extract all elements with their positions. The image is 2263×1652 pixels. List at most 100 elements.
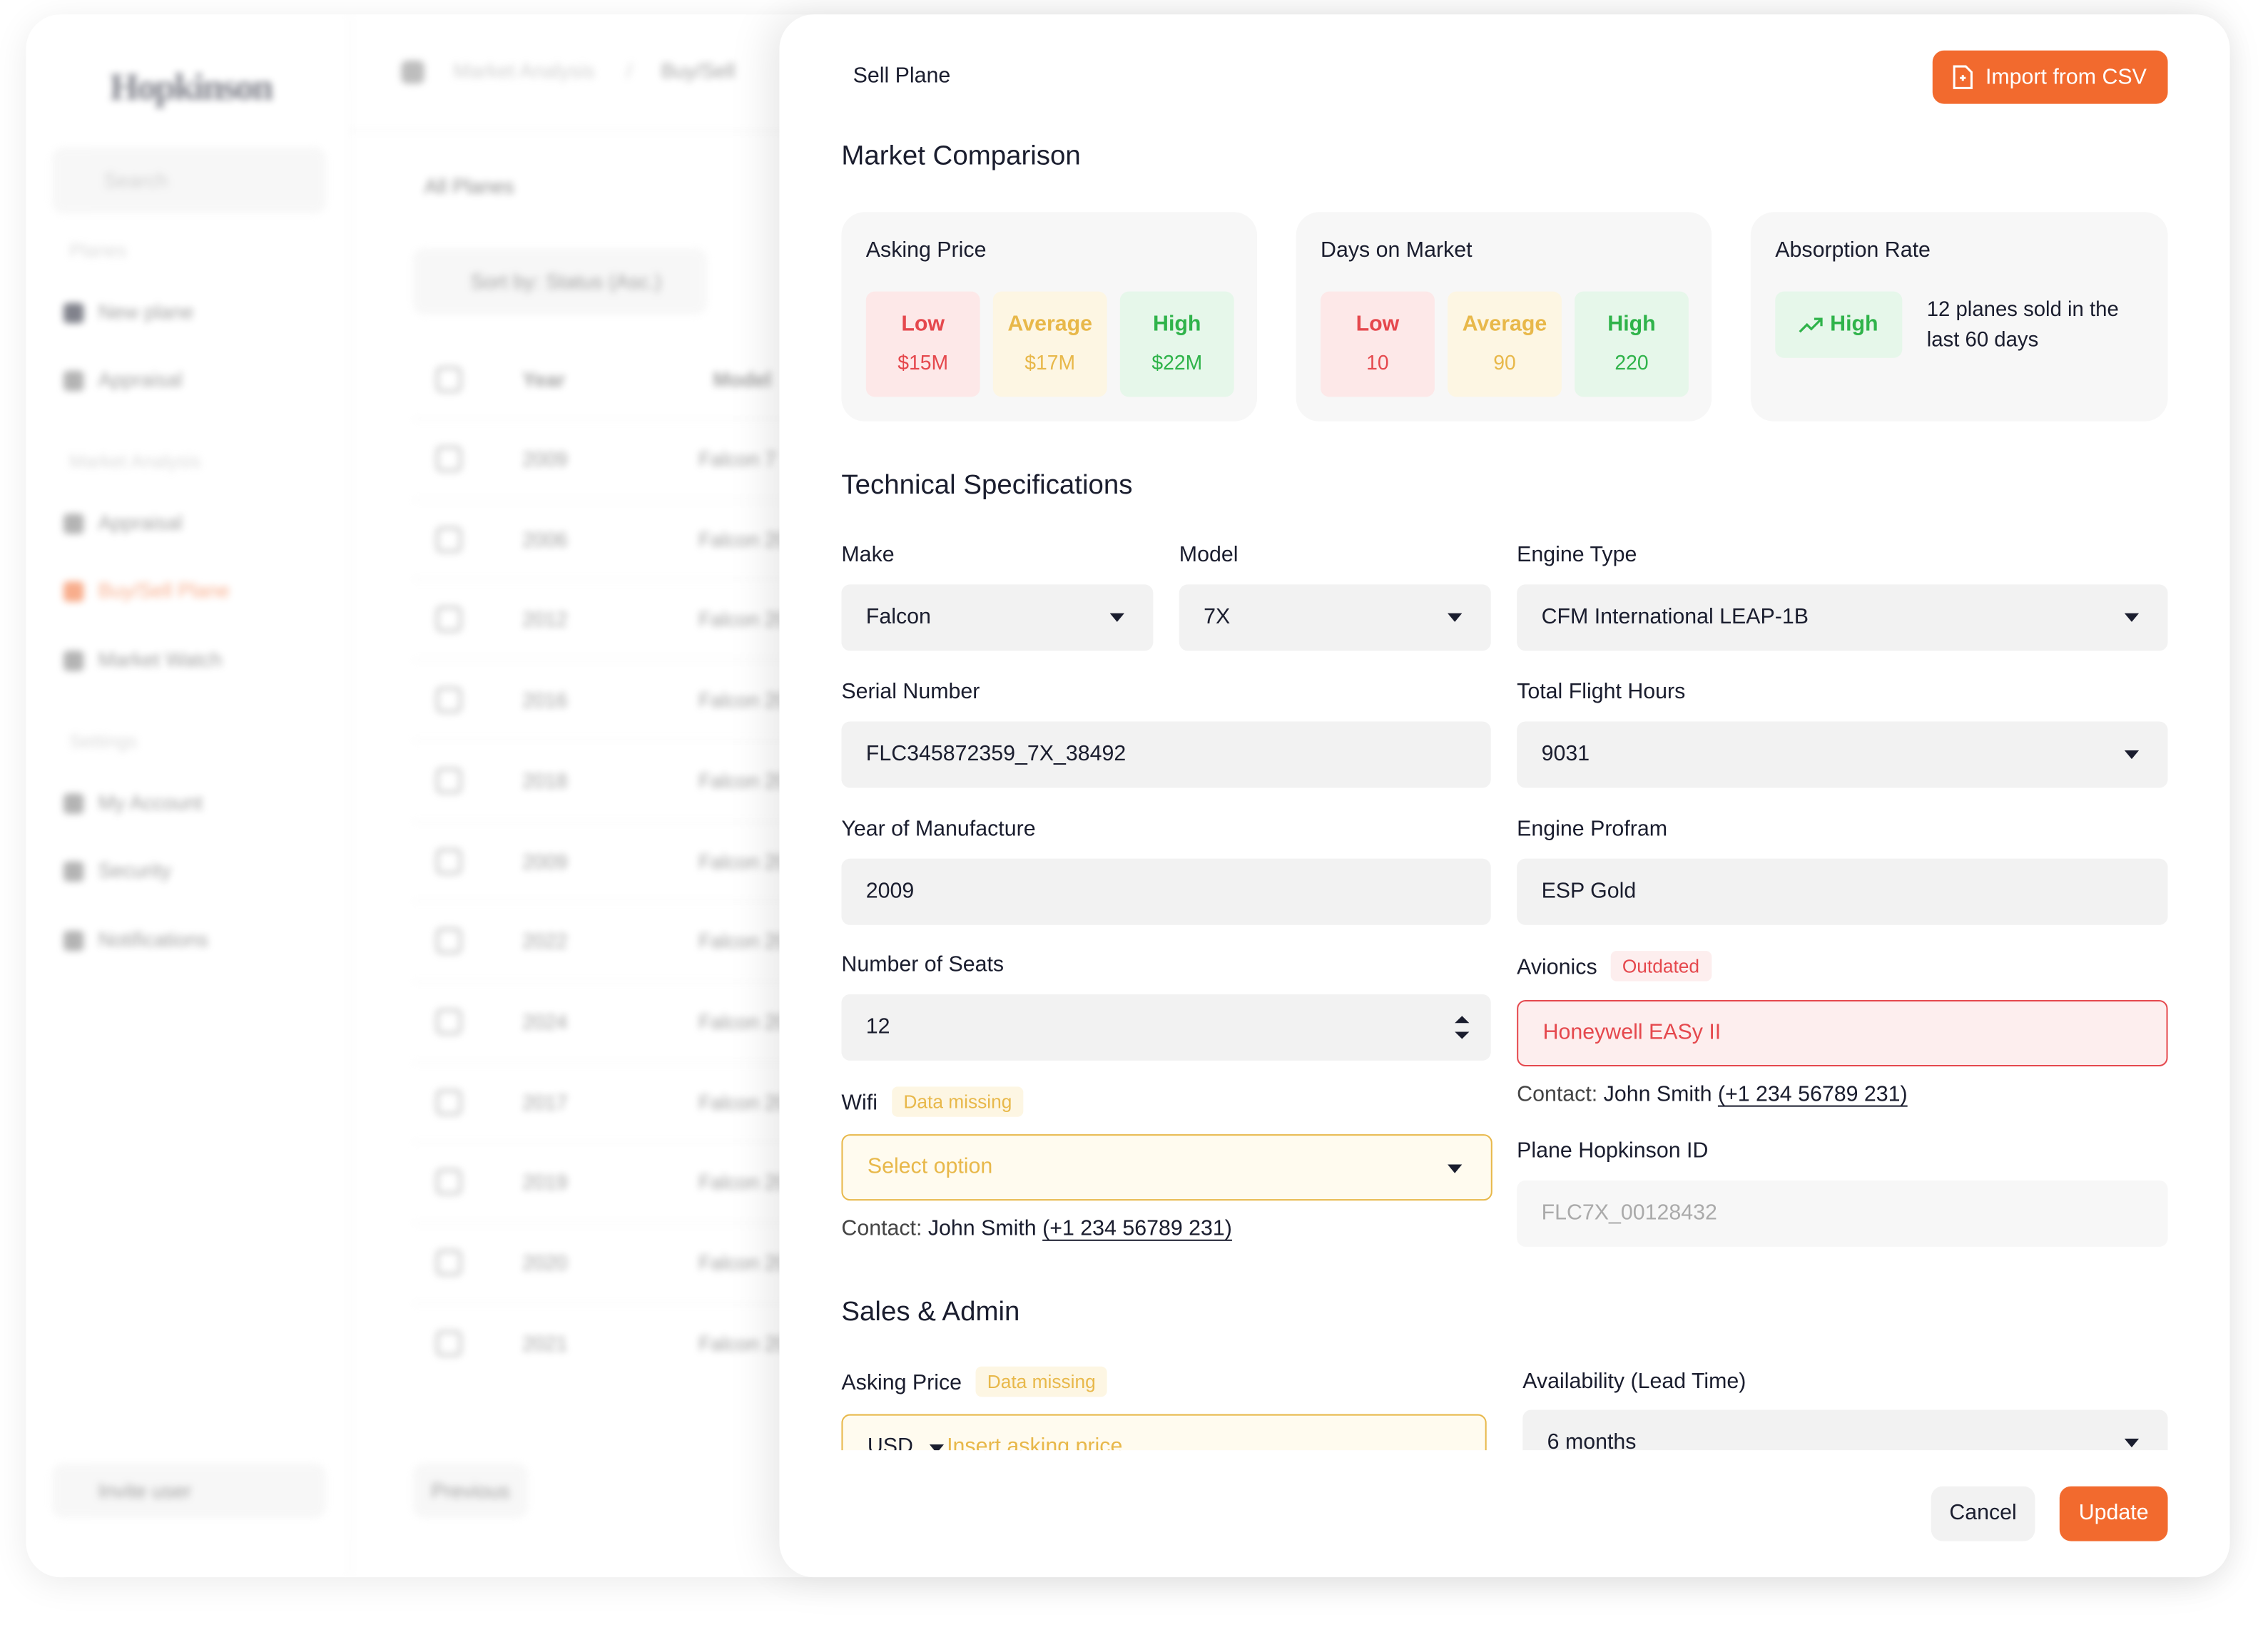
icon — [401, 60, 424, 84]
nav-item[interactable]: Appraisal — [98, 511, 183, 534]
field-label: Plane Hopkinson ID — [1517, 1138, 1709, 1163]
checkbox[interactable] — [435, 1088, 462, 1115]
contact-label: Contact: — [841, 1216, 922, 1241]
field-label: Wifi — [841, 1091, 878, 1116]
planes-list: Market Analysis / Buy/Sell All Planes So… — [349, 14, 1216, 1577]
panel-scroll: Sell Plane Import from CSV Market Compar… — [779, 14, 2229, 1451]
table-cell: 2018 — [522, 768, 568, 792]
table-cell: Falcon 20 — [698, 1009, 788, 1034]
avionics-input[interactable]: Honeywell EASy II — [1517, 999, 2168, 1066]
sidebar: Hopkinson Search Planes New plane Apprai… — [26, 14, 351, 1578]
engine-program-input[interactable]: ESP Gold — [1517, 858, 2168, 925]
table-cell: Falcon 20 — [698, 608, 788, 631]
checkbox[interactable] — [435, 606, 462, 633]
table-cell: 2006 — [522, 527, 568, 551]
box-label: High — [1153, 311, 1201, 337]
caret — [929, 1444, 945, 1451]
search[interactable]: Search — [51, 147, 327, 214]
previous-button[interactable]: Previous — [412, 1463, 529, 1519]
high-box: High 220 — [1575, 291, 1689, 397]
table-cell: 2020 — [522, 1250, 568, 1275]
nav-item[interactable]: My Account — [98, 790, 203, 814]
field-label: Year of Manufacture — [841, 817, 1036, 842]
table-cell: Falcon 20 — [698, 929, 788, 953]
table-cell: Falcon 20 — [698, 688, 788, 712]
days-on-market-card: Days on Market Low 10 Average 90 High 220 — [1296, 212, 1712, 422]
checkbox[interactable] — [435, 366, 462, 393]
contact-phone[interactable]: (+1 234 56789 231) — [1042, 1216, 1232, 1241]
year-input[interactable]: 2009 — [841, 858, 1491, 925]
availability-select[interactable]: 6 months — [1522, 1409, 2168, 1451]
table-cell: Falcon 20 — [698, 1090, 788, 1113]
high-box: High $22M — [1119, 291, 1234, 397]
breadcrumb[interactable]: Buy/Sell — [661, 58, 736, 83]
nav-item[interactable]: Security — [98, 858, 171, 882]
breadcrumb[interactable]: Market Analysis — [453, 58, 595, 83]
table-cell: 2017 — [522, 1090, 568, 1113]
placeholder: Insert asking price — [947, 1434, 1123, 1451]
checkbox[interactable] — [435, 767, 462, 794]
checkbox[interactable] — [435, 928, 462, 954]
caret — [2124, 750, 2140, 760]
section-title: Market Analysis — [69, 450, 201, 472]
invite-button[interactable]: Invite user — [51, 1463, 327, 1519]
field-label: Avionics — [1517, 955, 1597, 980]
icon — [63, 651, 84, 671]
make-select[interactable]: Falcon — [841, 584, 1154, 651]
trend-icon — [1799, 317, 1823, 333]
table-cell: 2022 — [522, 929, 568, 953]
flight-hours-select[interactable]: 9031 — [1517, 721, 2168, 788]
nav-item[interactable]: Appraisal — [98, 367, 183, 392]
box-label: Average — [1007, 311, 1093, 337]
serial-input[interactable]: FLC345872359_7X_38492 — [841, 721, 1491, 788]
field-value: 9031 — [1541, 741, 1590, 767]
spinner[interactable] — [1453, 1011, 1470, 1044]
model-select[interactable]: 7X — [1179, 584, 1491, 651]
checkbox[interactable] — [435, 1249, 462, 1276]
contact-phone[interactable]: (+1 234 56789 231) — [1717, 1082, 1908, 1107]
seats-input[interactable]: 12 — [841, 994, 1491, 1061]
card-title: Days on Market — [1321, 238, 1473, 263]
field-label: Model — [1179, 542, 1239, 568]
nav-item[interactable]: Buy/Sell Plane — [98, 578, 230, 602]
field-label: Serial Number — [841, 679, 980, 705]
low-box: Low 10 — [1321, 291, 1435, 397]
icon — [63, 581, 84, 602]
nav-item[interactable]: Notifications — [98, 927, 208, 952]
import-csv-label: Import from CSV — [1985, 65, 2147, 90]
checkbox[interactable] — [435, 687, 462, 713]
wifi-contact: Contact: John Smith (+1 234 56789 231) — [841, 1216, 1232, 1240]
caret — [1448, 1164, 1463, 1173]
box-value: 90 — [1493, 350, 1516, 374]
asking-price-card: Asking Price Low $15M Average $17M High $22… — [841, 212, 1258, 422]
field-label: Engine Profram — [1517, 817, 1668, 842]
wifi-select[interactable]: Select option — [841, 1134, 1492, 1201]
currency-select[interactable]: USD — [867, 1434, 913, 1451]
table-cell: 2009 — [522, 447, 568, 471]
checkbox[interactable] — [435, 1008, 462, 1035]
cancel-button[interactable]: Cancel — [1931, 1486, 2035, 1541]
file-icon — [1953, 65, 1973, 89]
asking-price-input[interactable]: USD Insert asking price — [841, 1414, 1487, 1451]
import-csv-button[interactable]: Import from CSV — [1932, 50, 2168, 104]
sort-button[interactable]: Sort by: Status (Asc.) — [412, 248, 708, 315]
field-label: Make — [841, 542, 895, 568]
nav-item[interactable]: Market Watch — [98, 648, 223, 671]
box-label: Average — [1462, 311, 1547, 337]
box-value: $22M — [1151, 350, 1203, 374]
field-label: Number of Seats — [841, 952, 1005, 977]
checkbox[interactable] — [435, 526, 462, 553]
box-value: 10 — [1366, 350, 1389, 374]
table-cell: Falcon 20 — [698, 768, 788, 792]
nav-item[interactable]: New plane — [98, 300, 194, 324]
update-button[interactable]: Update — [2059, 1486, 2168, 1541]
checkbox[interactable] — [435, 1169, 462, 1195]
table-cell: Falcon 7 — [698, 447, 776, 471]
section-heading: Technical Specifications — [841, 470, 1133, 501]
checkbox[interactable] — [435, 446, 462, 472]
engine-type-select[interactable]: CFM International LEAP-1B — [1517, 584, 2168, 651]
checkbox[interactable] — [435, 847, 462, 874]
table-cell: Falcon 20 — [698, 1331, 788, 1355]
checkbox[interactable] — [435, 1330, 462, 1356]
